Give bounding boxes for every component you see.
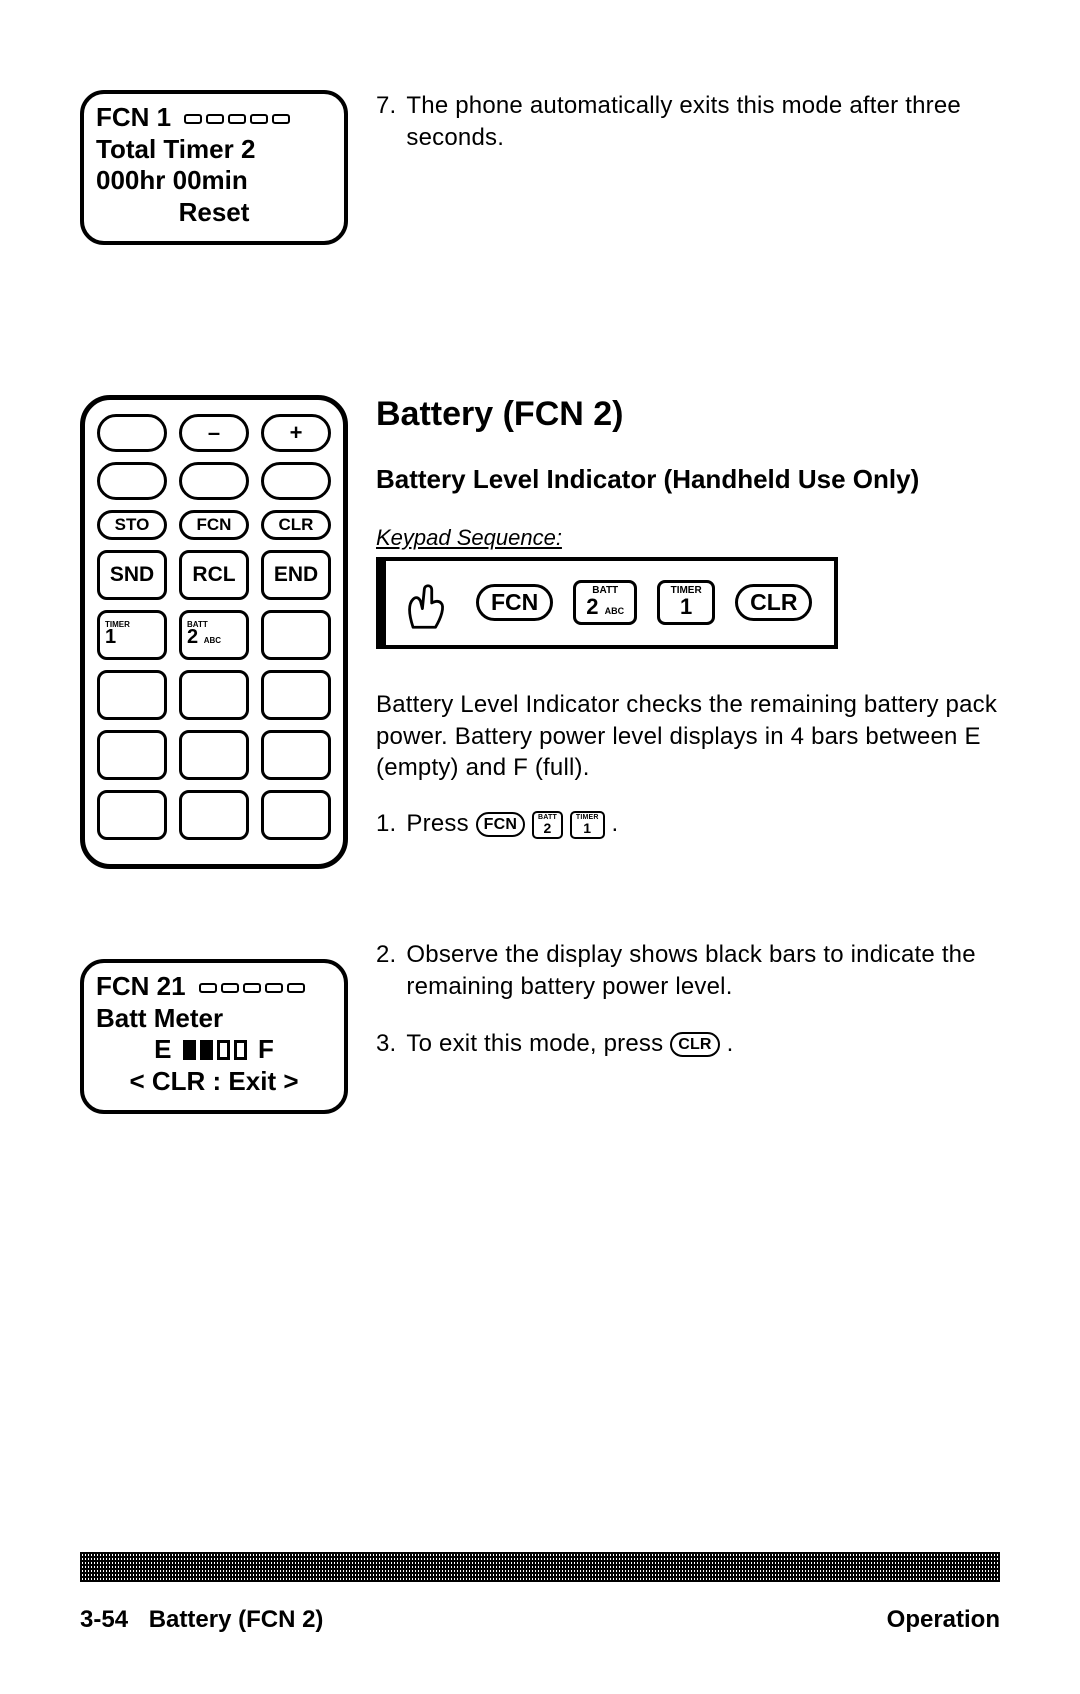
remote-key-blank[interactable]: [261, 730, 331, 780]
remote-key-plus[interactable]: +: [261, 414, 331, 452]
remote-key[interactable]: [97, 414, 167, 452]
step1-num: 1.: [376, 808, 396, 840]
battery-paragraph: Battery Level Indicator checks the remai…: [376, 689, 1000, 784]
remote-key-blank[interactable]: [261, 790, 331, 840]
lcd21-line2: Batt Meter: [96, 1003, 332, 1035]
lcd-line3: 000hr 00min: [96, 165, 332, 197]
divider-noise: [80, 1552, 1000, 1582]
remote-row-small: STO FCN CLR: [97, 510, 331, 540]
lcd-line1: FCN 1: [96, 102, 332, 134]
steps-2-3: 2. Observe the display shows black bars …: [376, 939, 1000, 1060]
battery-subheading: Battery Level Indicator (Handheld Use On…: [376, 464, 1000, 495]
inline-key-1: TIMER 1: [570, 811, 605, 839]
step1: 1. Press FCN BATT 2 TIMER 1 .: [376, 808, 1000, 840]
lcd-batt-meter: FCN 21 Batt Meter E F < CLR : Exit >: [80, 959, 348, 1114]
remote-row-blank-3: [97, 790, 331, 840]
remote-key-1[interactable]: TIMER1: [97, 610, 167, 660]
step7-text: The phone automatically exits this mode …: [406, 90, 1000, 153]
inline-key-fcn: FCN: [476, 812, 525, 837]
page: FCN 1 Total Timer 2 000hr 00min Reset 7.…: [0, 0, 1080, 1694]
remote-key-blank[interactable]: [179, 730, 249, 780]
remote-row-rect-1: SND RCL END: [97, 550, 331, 600]
footer-right: Operation: [887, 1606, 1000, 1634]
step7-num: 7.: [376, 90, 396, 153]
remote-key-blank[interactable]: [261, 670, 331, 720]
page-bottom: 3-54 Battery (FCN 2) Operation: [80, 1552, 1000, 1634]
battery-row: – + STO FCN CLR SND RCL END TIMER1: [80, 395, 1000, 869]
remote-key[interactable]: [179, 462, 249, 500]
signal-bars-icon: [184, 114, 290, 124]
lcd-line2: Total Timer 2: [96, 134, 332, 166]
step3: 3. To exit this mode, press CLR .: [376, 1028, 1000, 1060]
signal-bars-icon: [199, 983, 305, 993]
lcd21-line4: < CLR : Exit >: [96, 1066, 332, 1098]
remote-key-minus[interactable]: –: [179, 414, 249, 452]
remote-key[interactable]: [97, 462, 167, 500]
remote-row-pill-2: [97, 462, 331, 500]
seq-key-clr: CLR: [735, 584, 812, 621]
remote-row-blank-1: [97, 670, 331, 720]
remote-key-sto[interactable]: STO: [97, 510, 167, 540]
step3-lead: To exit this mode, press: [406, 1030, 663, 1057]
seq-key-2: BATT 2 ABC: [573, 580, 637, 625]
remote-key-blank[interactable]: [261, 610, 331, 660]
top-row: FCN 1 Total Timer 2 000hr 00min Reset 7.…: [80, 90, 1000, 245]
footer: 3-54 Battery (FCN 2) Operation: [80, 1606, 1000, 1634]
remote-outline: – + STO FCN CLR SND RCL END TIMER1: [80, 395, 348, 869]
seq-key-fcn: FCN: [476, 584, 553, 621]
lcd21-f: F: [258, 1034, 274, 1064]
remote-row-pill-1: – +: [97, 414, 331, 452]
step3-body: To exit this mode, press CLR .: [406, 1028, 733, 1060]
fcn21-row: FCN 21 Batt Meter E F < CLR : Exit > 2. …: [80, 939, 1000, 1114]
inline-key-2: BATT 2: [532, 811, 563, 839]
step1-lead: Press: [406, 810, 468, 837]
remote-key-fcn[interactable]: FCN: [179, 510, 249, 540]
remote-key-blank[interactable]: [97, 790, 167, 840]
remote-key-clr[interactable]: CLR: [261, 510, 331, 540]
keypad-sequence-box: FCN BATT 2 ABC TIMER 1 CLR: [376, 557, 838, 649]
step2: 2. Observe the display shows black bars …: [376, 939, 1000, 1002]
lcd-line4: Reset: [96, 197, 332, 229]
lcd21-line3: E F: [96, 1034, 332, 1066]
remote-key[interactable]: [261, 462, 331, 500]
remote-row-rect-2: TIMER1 BATT2 ABC: [97, 610, 331, 660]
step1-tail: .: [612, 810, 619, 837]
keypad-sequence-label: Keypad Sequence:: [376, 525, 1000, 551]
remote-key-end[interactable]: END: [261, 550, 331, 600]
remote-key-snd[interactable]: SND: [97, 550, 167, 600]
battery-bars-icon: [183, 1040, 247, 1060]
battery-heading: Battery (FCN 2): [376, 395, 1000, 434]
remote-row-blank-2: [97, 730, 331, 780]
step3-tail: .: [727, 1030, 734, 1057]
remote-key-blank[interactable]: [97, 730, 167, 780]
hand-icon: [400, 575, 456, 631]
remote-key-blank[interactable]: [179, 670, 249, 720]
lcd21-line1-left: FCN 21: [96, 971, 186, 1001]
inline-key-clr: CLR: [670, 1032, 719, 1057]
lcd21-e: E: [154, 1034, 171, 1064]
lcd21-line1: FCN 21: [96, 971, 332, 1003]
remote-key-rcl[interactable]: RCL: [179, 550, 249, 600]
remote-key-blank[interactable]: [179, 790, 249, 840]
step2-num: 2.: [376, 939, 396, 1002]
seq-key-1: TIMER 1: [657, 580, 715, 625]
footer-title: Battery (FCN 2): [149, 1606, 324, 1633]
remote-key-blank[interactable]: [97, 670, 167, 720]
footer-left: 3-54 Battery (FCN 2): [80, 1606, 323, 1634]
page-number: 3-54: [80, 1606, 128, 1633]
step3-num: 3.: [376, 1028, 396, 1060]
step2-text: Observe the display shows black bars to …: [406, 939, 1000, 1002]
step1-body: Press FCN BATT 2 TIMER 1 .: [406, 808, 618, 840]
remote-key-2[interactable]: BATT2 ABC: [179, 610, 249, 660]
step7: 7. The phone automatically exits this mo…: [376, 90, 1000, 153]
lcd-line1-left: FCN 1: [96, 102, 171, 132]
battery-right-col: Battery (FCN 2) Battery Level Indicator …: [376, 395, 1000, 840]
lcd-total-timer: FCN 1 Total Timer 2 000hr 00min Reset: [80, 90, 348, 245]
